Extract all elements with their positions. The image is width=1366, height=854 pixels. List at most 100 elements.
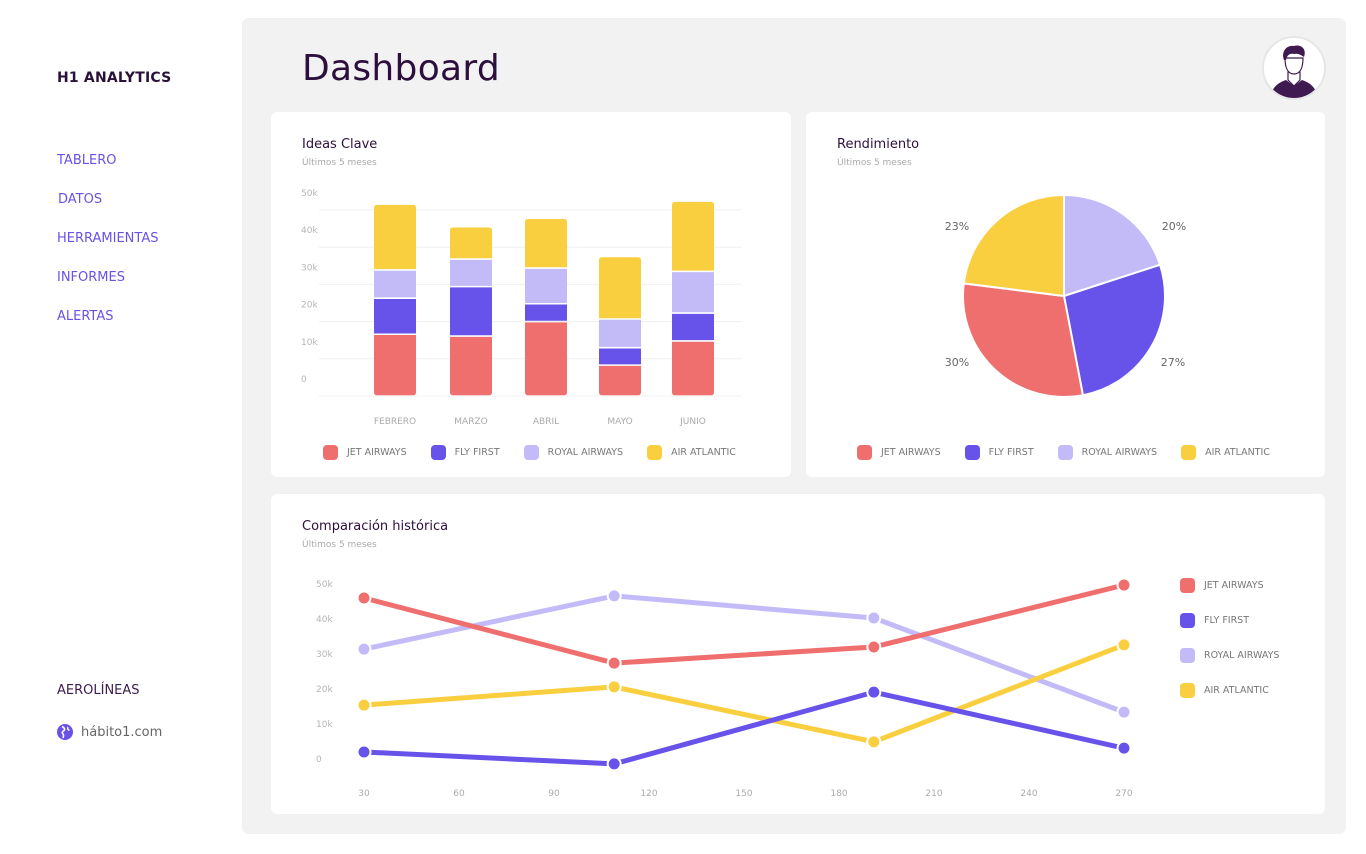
bar-segment-royal-airways [450, 259, 492, 286]
bar-stack-febrero [374, 204, 416, 396]
legend-swatch [857, 445, 872, 460]
line-point-royal-airways [866, 610, 882, 626]
legend-label: ROYAL AIRWAYS [1081, 447, 1158, 458]
bar-legend-item-fly-first[interactable]: FLY FIRST [430, 445, 500, 460]
legend-label: ROYAL AIRWAYS [1204, 650, 1280, 661]
line-x-tick-label: 240 [1020, 789, 1037, 799]
legend-swatch [1181, 445, 1197, 460]
bar-x-tick-label: ABRIL [533, 417, 559, 427]
line-y-tick-label: 0 [316, 755, 322, 765]
bar-chart-legend: JET AIRWAYS FLY FIRST ROYAL AIRWAYS AIR ATL… [323, 445, 760, 460]
line-series-royal-airways [361, 593, 1127, 715]
pie-slice-label: 20% [1162, 220, 1186, 233]
pie-chart-title: Rendimiento [837, 137, 920, 152]
line-chart: 0 10k 20k 30k 40k 50k 30 60 90 120 150 180 210 240 270 [316, 577, 1133, 799]
sidebar-nav: TABLERO DATOS HERRAMIENTAS INFORMES ALER… [57, 152, 159, 347]
line-series-fly-first [361, 689, 1127, 767]
sidebar-item-informes[interactable]: INFORMES [57, 270, 125, 285]
line-x-tick-label: 30 [358, 789, 370, 799]
line-legend-item-royal-airways[interactable]: ROYAL AIRWAYS [1180, 648, 1279, 663]
line-x-tick-label: 180 [830, 789, 847, 799]
legend-swatch [964, 445, 980, 460]
legend-label: FLY FIRST [454, 447, 500, 458]
brand-logo[interactable]: H1 ANALYTICS [57, 70, 172, 86]
bar-stack-junio [672, 201, 714, 396]
globe-icon [57, 724, 73, 740]
sidebar-item-herramientas[interactable]: HERRAMIENTAS [57, 231, 159, 246]
line-legend-item-air-atlantic[interactable]: AIR ATLANTIC [1180, 683, 1269, 698]
bar-segment-air-atlantic [374, 204, 416, 270]
bar-segment-air-atlantic [450, 227, 492, 259]
legend-swatch [1180, 613, 1195, 628]
legend-label: ROYAL AIRWAYS [547, 447, 624, 458]
bar-legend-item-royal-airways[interactable]: ROYAL AIRWAYS [523, 445, 624, 460]
line-x-tick-label: 150 [735, 789, 752, 799]
line-chart-card: Comparación histórica Últimos 5 meses 0 1… [271, 494, 1325, 814]
legend-swatch [1180, 578, 1195, 593]
line-point-royal-airways [356, 641, 372, 657]
line-chart-title: Comparación histórica [302, 519, 449, 534]
bar-segment-fly-first [374, 298, 416, 334]
bar-segment-royal-airways [599, 319, 641, 347]
bar-chart-title: Ideas Clave [302, 137, 378, 152]
line-chart-subtitle: Últimos 5 meses [302, 540, 377, 550]
bar-segment-jet-airways [525, 322, 567, 396]
line-legend-item-jet-airways[interactable]: JET AIRWAYS [1180, 578, 1264, 593]
line-point-royal-airways [606, 588, 622, 604]
pie-legend-item-air-atlantic[interactable]: AIR ATLANTIC [1181, 445, 1270, 460]
line-point-jet-airways [866, 639, 882, 655]
legend-swatch [647, 445, 663, 460]
bar-stack-mayo [599, 257, 641, 396]
line-x-tick-label: 120 [640, 789, 657, 799]
legend-label: JET AIRWAYS [1204, 580, 1264, 591]
pie-slice-label: 30% [945, 356, 969, 369]
line-legend-item-fly-first[interactable]: FLY FIRST [1180, 613, 1249, 628]
bar-segment-royal-airways [672, 272, 714, 313]
bar-x-tick-label: JUNIO [679, 417, 706, 427]
pie-slice-label: 27% [1161, 356, 1185, 369]
pie-slice-fly-first [1062, 263, 1166, 397]
bar-segment-air-atlantic [599, 257, 641, 319]
line-point-fly-first [866, 684, 882, 700]
line-point-air-atlantic [356, 697, 372, 713]
bar-segment-royal-airways [525, 268, 567, 303]
legend-label: JET AIRWAYS [881, 447, 941, 458]
legend-swatch [1057, 445, 1073, 460]
bar-legend-item-jet-airways[interactable]: JET AIRWAYS [323, 445, 407, 460]
line-y-tick-label: 30k [316, 650, 333, 660]
bar-y-tick-label: 20k [301, 301, 318, 311]
line-y-tick-label: 50k [316, 580, 333, 590]
sidebar-item-tablero[interactable]: TABLERO [57, 153, 117, 168]
website-link[interactable]: hábito1.com [57, 724, 162, 740]
bar-segment-fly-first [450, 287, 492, 336]
bar-chart-subtitle: Últimos 5 meses [302, 158, 377, 168]
line-point-fly-first [356, 744, 372, 760]
line-chart-legend: JET AIRWAYS FLY FIRST ROYAL AIRWAYS AIR ATL… [1180, 578, 1279, 718]
bar-stack-marzo [450, 227, 492, 396]
line-point-royal-airways [1116, 704, 1132, 720]
bar-segment-air-atlantic [672, 201, 714, 271]
bar-segment-jet-airways [450, 336, 492, 396]
user-avatar[interactable] [1262, 36, 1326, 100]
bar-legend-item-air-atlantic[interactable]: AIR ATLANTIC [647, 445, 736, 460]
pie-legend-item-jet-airways[interactable]: JET AIRWAYS [857, 445, 941, 460]
line-x-tick-label: 210 [925, 789, 942, 799]
sidebar-item-datos[interactable]: DATOS [58, 192, 103, 207]
legend-label: JET AIRWAYS [347, 447, 407, 458]
line-point-fly-first [606, 756, 622, 772]
bar-segment-royal-airways [374, 270, 416, 298]
line-x-tick-label: 60 [453, 789, 465, 799]
line-point-jet-airways [606, 655, 622, 671]
legend-label: AIR ATLANTIC [1205, 447, 1270, 458]
pie-legend-item-royal-airways[interactable]: ROYAL AIRWAYS [1057, 445, 1158, 460]
legend-swatch [430, 445, 446, 460]
legend-swatch [1180, 648, 1195, 663]
sidebar: H1 ANALYTICS TABLERO DATOS HERRAMIENTAS … [0, 0, 242, 854]
line-series-jet-airways [361, 582, 1127, 666]
bar-segment-fly-first [525, 304, 567, 321]
bar-segment-fly-first [599, 348, 641, 365]
sidebar-item-alertas[interactable]: ALERTAS [57, 309, 114, 324]
page-title: Dashboard [302, 48, 501, 89]
pie-legend-item-fly-first[interactable]: FLY FIRST [964, 445, 1034, 460]
legend-label: AIR ATLANTIC [671, 447, 736, 458]
